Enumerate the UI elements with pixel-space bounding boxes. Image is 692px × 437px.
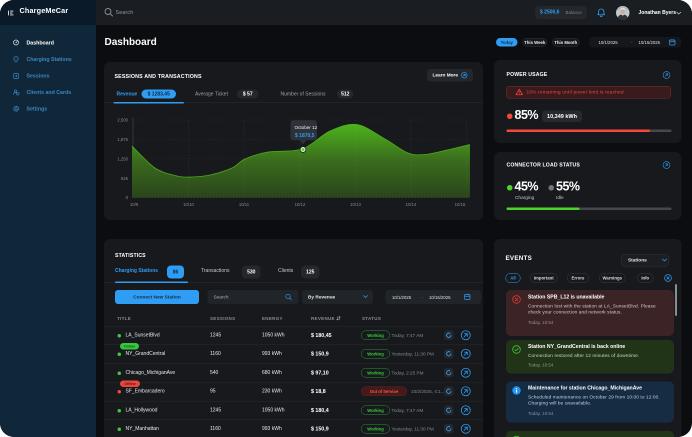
svg-text:0: 0 [126,195,129,200]
svg-text:2,500: 2,500 [117,118,128,123]
svg-text:10/13: 10/13 [350,202,361,207]
svg-text:10/12: 10/12 [295,202,306,207]
svg-text:10/11: 10/11 [239,202,250,207]
svg-text:$ 1870,5: $ 1870,5 [295,133,315,139]
svg-text:1,875: 1,875 [117,137,128,142]
svg-text:625: 625 [121,176,129,181]
svg-text:10/14: 10/14 [406,202,417,207]
svg-text:10/15: 10/15 [455,202,466,207]
svg-text:October 12: October 12 [295,125,318,130]
svg-text:10/9: 10/9 [130,202,139,207]
svg-text:10/10: 10/10 [183,202,194,207]
svg-text:1,250: 1,250 [117,157,128,162]
